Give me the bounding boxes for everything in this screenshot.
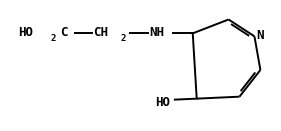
Text: HO: HO bbox=[19, 26, 34, 39]
Text: 2: 2 bbox=[51, 34, 56, 43]
Text: NH: NH bbox=[149, 26, 164, 39]
Text: HO: HO bbox=[155, 96, 170, 109]
Text: 2: 2 bbox=[120, 34, 126, 43]
Text: C: C bbox=[60, 26, 68, 39]
Text: CH: CH bbox=[93, 26, 108, 39]
Text: N: N bbox=[256, 29, 263, 42]
